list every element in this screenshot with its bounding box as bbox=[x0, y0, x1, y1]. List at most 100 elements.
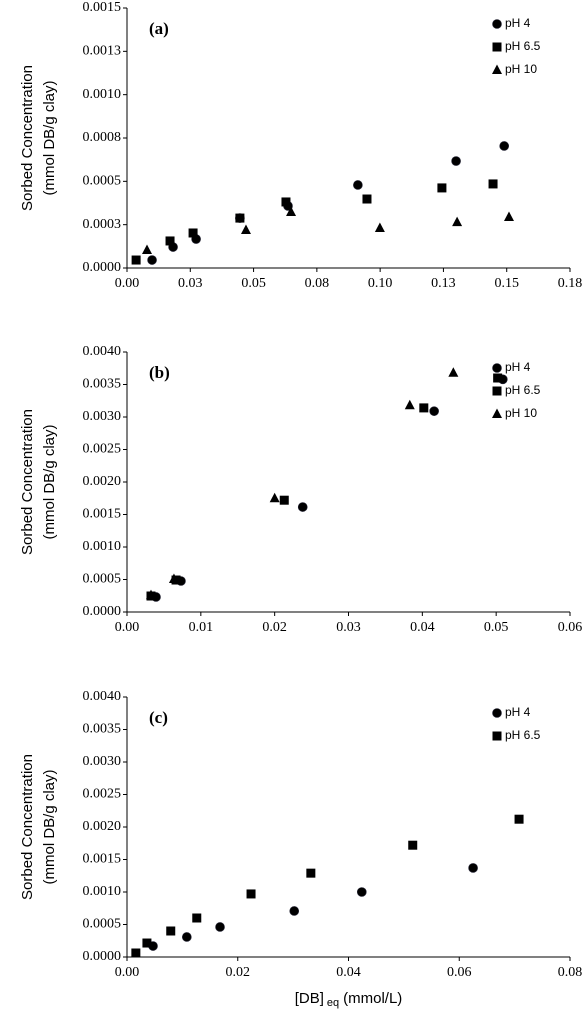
point bbox=[141, 244, 152, 254]
panel: 0.0000 0.0005 0.0010 0.0015 0.0020 0.0025 0.00… bbox=[19, 344, 582, 635]
x-label-main: [DB] bbox=[295, 990, 324, 1007]
point bbox=[408, 840, 418, 850]
point bbox=[374, 222, 385, 232]
panel-label: (b) bbox=[149, 363, 170, 382]
y-tick-label: 0.0000 bbox=[83, 949, 122, 964]
y-tick-label: 0.0000 bbox=[83, 260, 122, 275]
legend-marker bbox=[492, 64, 502, 74]
point bbox=[188, 228, 198, 238]
y-axis-label: Sorbed Concentration bbox=[19, 754, 36, 900]
legend-label: pH 4 bbox=[505, 705, 531, 719]
point bbox=[279, 495, 289, 505]
y-axis-label: (mmol DB/g clay) bbox=[41, 424, 58, 539]
y-tick-label: 0.0010 bbox=[83, 539, 122, 554]
x-tick-label: 0.08 bbox=[305, 276, 330, 291]
x-tick-label: 0.05 bbox=[484, 620, 509, 635]
point bbox=[493, 373, 503, 383]
y-tick-label: 0.0010 bbox=[83, 884, 122, 899]
point bbox=[286, 206, 297, 217]
x-axis-label: [DB] eq (mmol/L) bbox=[295, 990, 403, 1009]
legend-marker bbox=[492, 386, 502, 396]
point bbox=[499, 141, 509, 151]
point bbox=[147, 255, 157, 265]
legend-marker bbox=[492, 708, 502, 718]
point bbox=[281, 197, 291, 207]
x-tick-label: 0.06 bbox=[558, 620, 583, 635]
point bbox=[289, 906, 300, 916]
x-tick-label: 0.00 bbox=[115, 965, 140, 980]
point bbox=[131, 255, 141, 265]
legend-label: pH 6.5 bbox=[505, 39, 541, 53]
legend-label: pH 4 bbox=[505, 16, 531, 30]
x-tick-label: 0.01 bbox=[189, 620, 214, 635]
legend-marker bbox=[492, 731, 502, 741]
y-tick-label: 0.0035 bbox=[83, 377, 122, 392]
x-tick-label: 0.00 bbox=[115, 620, 140, 635]
x-tick-label: 0.10 bbox=[368, 276, 393, 291]
point bbox=[142, 938, 152, 948]
point bbox=[362, 194, 372, 204]
legend-label: pH 4 bbox=[505, 360, 531, 374]
point bbox=[166, 926, 176, 936]
x-tick-label: 0.08 bbox=[558, 965, 583, 980]
point bbox=[165, 236, 175, 246]
point bbox=[240, 224, 251, 235]
legend-marker bbox=[492, 363, 502, 373]
point bbox=[468, 863, 478, 873]
y-tick-label: 0.0015 bbox=[83, 0, 122, 15]
point bbox=[452, 216, 463, 227]
point bbox=[514, 814, 524, 824]
point bbox=[269, 492, 280, 503]
legend-label: pH 6.5 bbox=[505, 383, 541, 397]
point bbox=[451, 156, 461, 166]
y-axis-label: Sorbed Concentration bbox=[19, 409, 36, 555]
y-tick-label: 0.0040 bbox=[83, 689, 122, 704]
point bbox=[306, 868, 316, 878]
y-tick-label: 0.0010 bbox=[83, 87, 122, 102]
y-tick-label: 0.0005 bbox=[83, 174, 122, 189]
y-tick-label: 0.0025 bbox=[83, 442, 122, 457]
panel: 0.0000 0.0005 0.0010 0.0015 0.0020 0.0025 0.00… bbox=[19, 689, 582, 1009]
point bbox=[404, 399, 415, 410]
y-tick-label: 0.0035 bbox=[83, 722, 122, 737]
y-tick-label: 0.0030 bbox=[83, 754, 122, 769]
legend-marker bbox=[492, 408, 502, 418]
x-tick-label: 0.04 bbox=[410, 620, 435, 635]
y-tick-label: 0.0015 bbox=[83, 507, 122, 522]
y-tick-label: 0.0020 bbox=[83, 819, 122, 834]
x-tick-label: 0.15 bbox=[494, 276, 519, 291]
x-label-unit: (mmol/L) bbox=[343, 990, 402, 1007]
y-tick-label: 0.0030 bbox=[83, 409, 122, 424]
y-tick-label: 0.0013 bbox=[83, 44, 122, 59]
x-tick-label: 0.02 bbox=[262, 620, 287, 635]
y-axis-label: Sorbed Concentration bbox=[19, 65, 36, 211]
point bbox=[168, 573, 179, 583]
panel-label: (c) bbox=[149, 708, 168, 727]
point bbox=[419, 403, 429, 413]
point bbox=[131, 948, 141, 958]
y-tick-label: 0.0015 bbox=[83, 852, 122, 867]
point bbox=[235, 213, 245, 223]
point bbox=[503, 211, 514, 222]
x-tick-label: 0.00 bbox=[115, 276, 140, 291]
point bbox=[182, 932, 192, 942]
point bbox=[488, 179, 498, 189]
x-tick-label: 0.04 bbox=[336, 965, 361, 980]
x-label-sub: eq bbox=[327, 997, 339, 1009]
point bbox=[192, 913, 202, 923]
point bbox=[356, 887, 367, 897]
legend-marker bbox=[492, 42, 502, 52]
y-tick-label: 0.0003 bbox=[83, 217, 122, 232]
point bbox=[353, 180, 363, 190]
point bbox=[246, 889, 256, 899]
y-tick-label: 0.0020 bbox=[83, 474, 122, 489]
x-tick-label: 0.06 bbox=[447, 965, 472, 980]
x-tick-label: 0.02 bbox=[226, 965, 251, 980]
y-tick-label: 0.0005 bbox=[83, 917, 122, 932]
panel: 0.0000 0.0003 0.0005 0.0008 0.0010 0.0013 0.00… bbox=[19, 0, 582, 291]
point bbox=[429, 406, 439, 416]
x-tick-label: 0.03 bbox=[178, 276, 203, 291]
x-tick-label: 0.03 bbox=[336, 620, 361, 635]
y-tick-label: 0.0005 bbox=[83, 572, 122, 587]
